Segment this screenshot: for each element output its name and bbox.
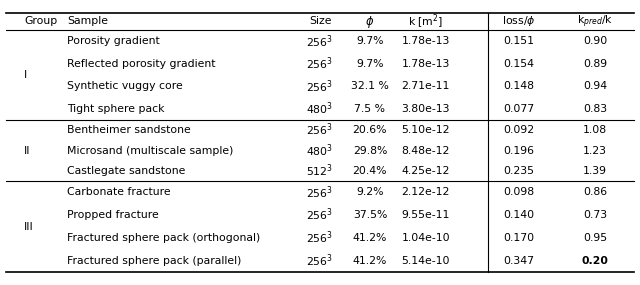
Text: 37.5%: 37.5% xyxy=(353,210,387,220)
Text: k$_{pred}$/k: k$_{pred}$/k xyxy=(577,13,613,30)
Text: 0.098: 0.098 xyxy=(503,187,534,198)
Text: Carbonate fracture: Carbonate fracture xyxy=(67,187,171,198)
Text: 41.2%: 41.2% xyxy=(353,233,387,243)
Text: 20.6%: 20.6% xyxy=(353,125,387,135)
Text: 256$^3$: 256$^3$ xyxy=(307,252,333,269)
Text: Group: Group xyxy=(24,17,58,27)
Text: 1.78e-13: 1.78e-13 xyxy=(401,36,450,46)
Text: k [m$^2$]: k [m$^2$] xyxy=(408,12,444,31)
Text: III: III xyxy=(24,221,34,231)
Text: 32.1 %: 32.1 % xyxy=(351,81,389,91)
Text: 3.80e-13: 3.80e-13 xyxy=(401,104,450,114)
Text: 0.092: 0.092 xyxy=(503,125,534,135)
Text: 0.83: 0.83 xyxy=(583,104,607,114)
Text: 0.196: 0.196 xyxy=(503,146,534,156)
Text: 0.148: 0.148 xyxy=(503,81,534,91)
Text: Fractured sphere pack (orthogonal): Fractured sphere pack (orthogonal) xyxy=(67,233,260,243)
Text: 256$^3$: 256$^3$ xyxy=(307,230,333,246)
Text: 256$^3$: 256$^3$ xyxy=(307,122,333,139)
Text: 29.8%: 29.8% xyxy=(353,146,387,156)
Text: Fractured sphere pack (parallel): Fractured sphere pack (parallel) xyxy=(67,256,241,266)
Text: 0.140: 0.140 xyxy=(503,210,534,220)
Text: 256$^3$: 256$^3$ xyxy=(307,56,333,72)
Text: 7.5 %: 7.5 % xyxy=(355,104,385,114)
Text: 1.23: 1.23 xyxy=(583,146,607,156)
Text: 256$^3$: 256$^3$ xyxy=(307,33,333,50)
Text: 2.12e-12: 2.12e-12 xyxy=(401,187,450,198)
Text: 20.4%: 20.4% xyxy=(353,166,387,176)
Text: 2.71e-11: 2.71e-11 xyxy=(401,81,450,91)
Text: 0.235: 0.235 xyxy=(503,166,534,176)
Text: 0.86: 0.86 xyxy=(583,187,607,198)
Text: 0.151: 0.151 xyxy=(503,36,534,46)
Text: 0.73: 0.73 xyxy=(583,210,607,220)
Text: loss/$\phi$: loss/$\phi$ xyxy=(502,15,535,28)
Text: 1.04e-10: 1.04e-10 xyxy=(401,233,450,243)
Text: 1.08: 1.08 xyxy=(583,125,607,135)
Text: 0.94: 0.94 xyxy=(583,81,607,91)
Text: 0.077: 0.077 xyxy=(503,104,534,114)
Text: 0.347: 0.347 xyxy=(503,256,534,266)
Text: 1.78e-13: 1.78e-13 xyxy=(401,59,450,69)
Text: 1.39: 1.39 xyxy=(583,166,607,176)
Text: Size: Size xyxy=(308,17,332,27)
Text: 0.89: 0.89 xyxy=(583,59,607,69)
Text: 256$^3$: 256$^3$ xyxy=(307,207,333,223)
Text: 512$^3$: 512$^3$ xyxy=(307,162,333,179)
Text: Reflected porosity gradient: Reflected porosity gradient xyxy=(67,59,216,69)
Text: 9.7%: 9.7% xyxy=(356,36,383,46)
Text: 0.95: 0.95 xyxy=(583,233,607,243)
Text: Propped fracture: Propped fracture xyxy=(67,210,159,220)
Text: 256$^3$: 256$^3$ xyxy=(307,78,333,95)
Text: 8.48e-12: 8.48e-12 xyxy=(401,146,450,156)
Text: 480$^3$: 480$^3$ xyxy=(307,142,333,159)
Text: Sample: Sample xyxy=(67,17,108,27)
Text: 5.10e-12: 5.10e-12 xyxy=(401,125,450,135)
Text: 41.2%: 41.2% xyxy=(353,256,387,266)
Text: Porosity gradient: Porosity gradient xyxy=(67,36,160,46)
Text: 0.20: 0.20 xyxy=(582,256,609,266)
Text: Microsand (multiscale sample): Microsand (multiscale sample) xyxy=(67,146,234,156)
Text: 0.90: 0.90 xyxy=(583,36,607,46)
Text: II: II xyxy=(24,146,31,156)
Text: 5.14e-10: 5.14e-10 xyxy=(401,256,450,266)
Text: 9.2%: 9.2% xyxy=(356,187,383,198)
Text: Tight sphere pack: Tight sphere pack xyxy=(67,104,164,114)
Text: Synthetic vuggy core: Synthetic vuggy core xyxy=(67,81,183,91)
Text: 0.170: 0.170 xyxy=(503,233,534,243)
Text: $\phi$: $\phi$ xyxy=(365,13,374,30)
Text: I: I xyxy=(24,70,28,80)
Text: 480$^3$: 480$^3$ xyxy=(307,100,333,117)
Text: Castlegate sandstone: Castlegate sandstone xyxy=(67,166,186,176)
Text: 4.25e-12: 4.25e-12 xyxy=(401,166,450,176)
Text: 9.55e-11: 9.55e-11 xyxy=(401,210,450,220)
Text: 9.7%: 9.7% xyxy=(356,59,383,69)
Text: Bentheimer sandstone: Bentheimer sandstone xyxy=(67,125,191,135)
Text: 0.154: 0.154 xyxy=(503,59,534,69)
Text: 256$^3$: 256$^3$ xyxy=(307,184,333,201)
